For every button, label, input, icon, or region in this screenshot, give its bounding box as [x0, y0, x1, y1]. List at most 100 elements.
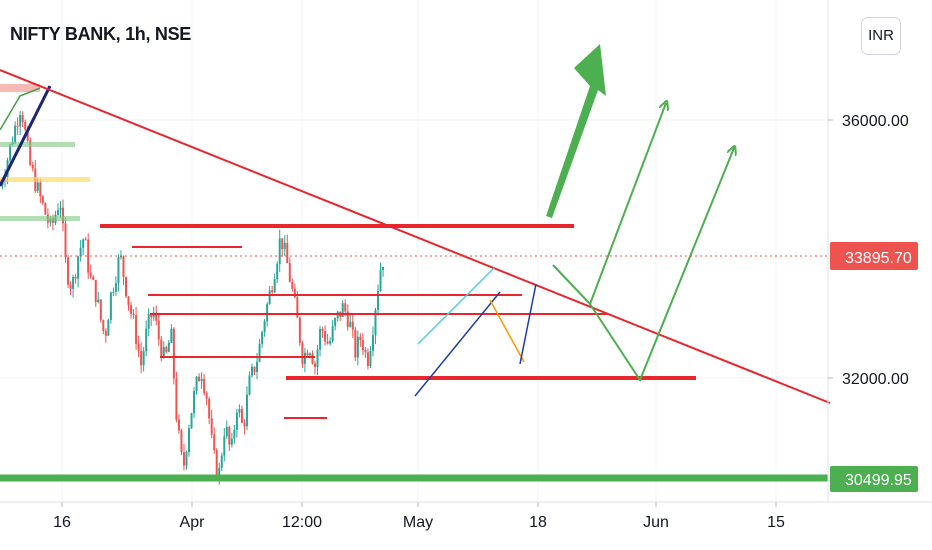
candle-body	[132, 313, 135, 316]
zone-yellow	[0, 177, 90, 182]
candle-body	[39, 182, 42, 197]
candle-body	[203, 378, 206, 394]
candle-body	[94, 279, 97, 303]
candle-body	[223, 436, 226, 456]
candle-body	[157, 320, 160, 340]
time-tick-label: May	[403, 514, 433, 531]
candle-body	[208, 398, 211, 419]
candle-body	[150, 314, 153, 318]
symbol-title: NIFTY BANK, 1h, NSE	[10, 24, 191, 44]
projection-arrow-main	[546, 44, 606, 218]
candle-body	[334, 318, 337, 327]
candle-body	[215, 450, 218, 476]
candle-body	[89, 272, 92, 277]
zone-green	[0, 142, 75, 147]
candle-body	[366, 352, 369, 366]
channel-line	[489, 299, 525, 363]
candle-body	[225, 426, 228, 437]
channel-line	[414, 291, 501, 397]
candle-body	[112, 291, 115, 293]
price-axis: 36000.00 32000.00 33895.70 30499.95	[827, 0, 918, 502]
candle-body	[248, 375, 251, 395]
candle-body	[185, 452, 188, 466]
candle-body	[160, 339, 163, 358]
candle-body	[125, 277, 127, 297]
candle-body	[374, 309, 377, 336]
candle-body	[321, 329, 324, 331]
candle-body	[64, 223, 67, 258]
candle-body	[240, 409, 243, 423]
candle-body	[127, 296, 130, 306]
candle-body	[346, 311, 349, 327]
candle-body	[256, 361, 259, 372]
candle-body	[218, 468, 221, 476]
zone-green	[0, 216, 80, 221]
candle-body	[298, 317, 301, 343]
candle-body	[364, 350, 367, 353]
candle-body	[291, 281, 294, 289]
candle-body	[319, 329, 322, 350]
candle-body	[331, 326, 334, 342]
candle-body	[283, 242, 286, 250]
price-tick-label: 32000.00	[842, 371, 909, 388]
currency-button[interactable]: INR	[861, 17, 901, 55]
candle-body	[180, 430, 183, 453]
candle-body	[72, 276, 75, 289]
channel-line	[417, 267, 495, 345]
candle-body	[326, 341, 329, 344]
candle-body	[59, 207, 62, 211]
annotations	[0, 44, 831, 482]
candle-body	[155, 312, 158, 321]
candle-body	[140, 350, 143, 366]
candle-body	[205, 393, 208, 399]
candle-body	[147, 314, 150, 329]
candle-body	[87, 239, 90, 273]
time-tick-label: 15	[767, 514, 785, 531]
candle-body	[175, 378, 178, 420]
candle-body	[142, 351, 145, 366]
candle-body	[145, 328, 148, 352]
candle-body	[177, 419, 180, 431]
candle-body	[21, 115, 24, 123]
candle-body	[301, 342, 304, 364]
candle-body	[329, 341, 332, 344]
candle-body	[359, 336, 362, 341]
candle-body	[130, 305, 133, 314]
candle-body	[308, 353, 311, 356]
candle-body	[31, 164, 34, 169]
candle-body	[281, 238, 284, 250]
candle-body	[84, 239, 87, 241]
time-tick-label: 16	[53, 514, 71, 531]
candle-body	[286, 242, 289, 264]
candle-body	[41, 196, 44, 204]
candle-body	[278, 238, 281, 264]
candle-body	[314, 363, 316, 367]
candle-body	[200, 378, 203, 382]
candle-body	[356, 336, 359, 358]
candle-body	[82, 239, 85, 248]
candle-body	[377, 290, 379, 310]
candle-body	[109, 292, 112, 321]
time-tick-label: Apr	[180, 514, 206, 531]
candle-body	[137, 343, 140, 351]
candle-body	[69, 284, 72, 289]
candle-body	[293, 288, 296, 298]
channel-line	[0, 85, 52, 187]
candle-body	[341, 303, 344, 317]
candle-body	[114, 283, 117, 292]
zone-red	[0, 84, 40, 92]
candle-body	[245, 394, 248, 427]
candle-body	[198, 376, 201, 382]
bottom-price-label: 30499.95	[845, 472, 912, 489]
candle-body	[258, 343, 261, 362]
candle-body	[92, 276, 95, 280]
candle-body	[379, 270, 382, 291]
time-tick-label: Jun	[643, 514, 669, 531]
candle-body	[230, 438, 233, 445]
candle-body	[9, 144, 12, 161]
wedge-line	[0, 87, 41, 131]
candle-body	[351, 321, 354, 330]
candle-body	[303, 352, 306, 364]
candle-body	[382, 266, 385, 271]
